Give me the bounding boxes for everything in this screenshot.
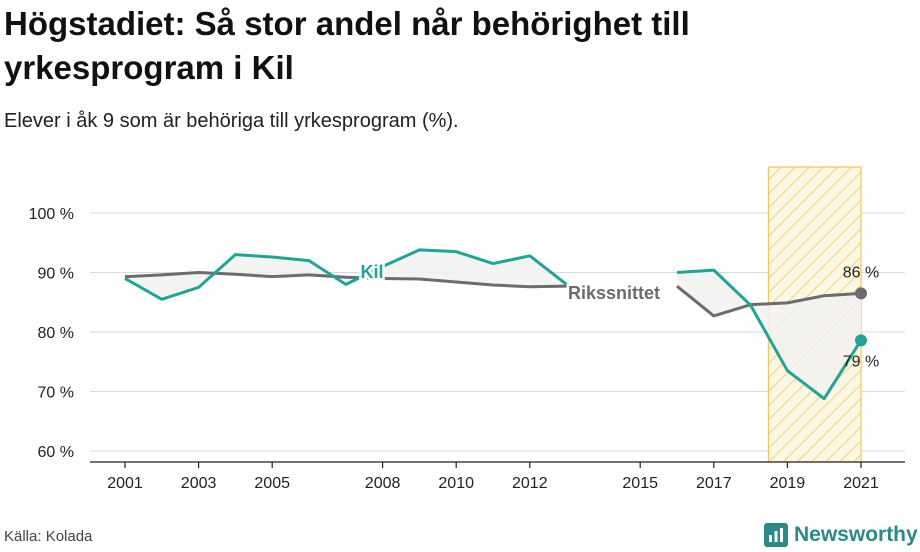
kil-line <box>124 248 863 401</box>
x-tick-label: 2008 <box>365 475 401 492</box>
chart-subtitle: Elever i åk 9 som är behöriga till yrkes… <box>4 110 459 132</box>
gap-area <box>677 270 861 399</box>
rikssnittet-line <box>124 271 862 318</box>
x-tick-label: 2017 <box>696 475 732 492</box>
kil-end-point <box>855 334 867 347</box>
rikssnittet-end-point <box>855 287 867 300</box>
rikssnittet-end-label: 86 % <box>843 264 879 281</box>
y-tick-label: 80 % <box>38 325 74 342</box>
y-tick-label: 100 % <box>29 206 74 223</box>
y-tick-label: 90 % <box>38 266 74 283</box>
y-tick-label: 60 % <box>38 444 74 461</box>
x-tick-label: 2021 <box>843 475 879 492</box>
gap-area <box>125 249 567 300</box>
kil-end-label: 79 % <box>843 353 879 370</box>
x-tick-label: 2005 <box>254 475 290 492</box>
x-tick-label: 2003 <box>181 475 217 492</box>
x-tick-label: 2019 <box>770 475 806 492</box>
kil-series-label: Kil <box>360 262 383 282</box>
x-tick-label: 2015 <box>622 475 658 492</box>
rikssnittet-series-label: Rikssnittet <box>568 283 660 303</box>
source-note: Källa: Kolada <box>4 528 93 545</box>
x-tick-label: 2012 <box>512 475 548 492</box>
chart-title: Högstadiet: Så stor andel når behörighet… <box>4 5 690 86</box>
brand-logo: Newsworthy <box>764 520 918 550</box>
line-chart: 60 % 70 % 80 % 90 % 100 % 2001 2003 2005 2008 201… <box>29 166 905 492</box>
x-tick-label: 2001 <box>107 475 143 492</box>
x-tick-label: 2010 <box>438 475 474 492</box>
brand-name: Newsworthy <box>794 523 918 546</box>
y-tick-label: 70 % <box>38 385 74 402</box>
bar-chart-icon <box>764 523 788 547</box>
